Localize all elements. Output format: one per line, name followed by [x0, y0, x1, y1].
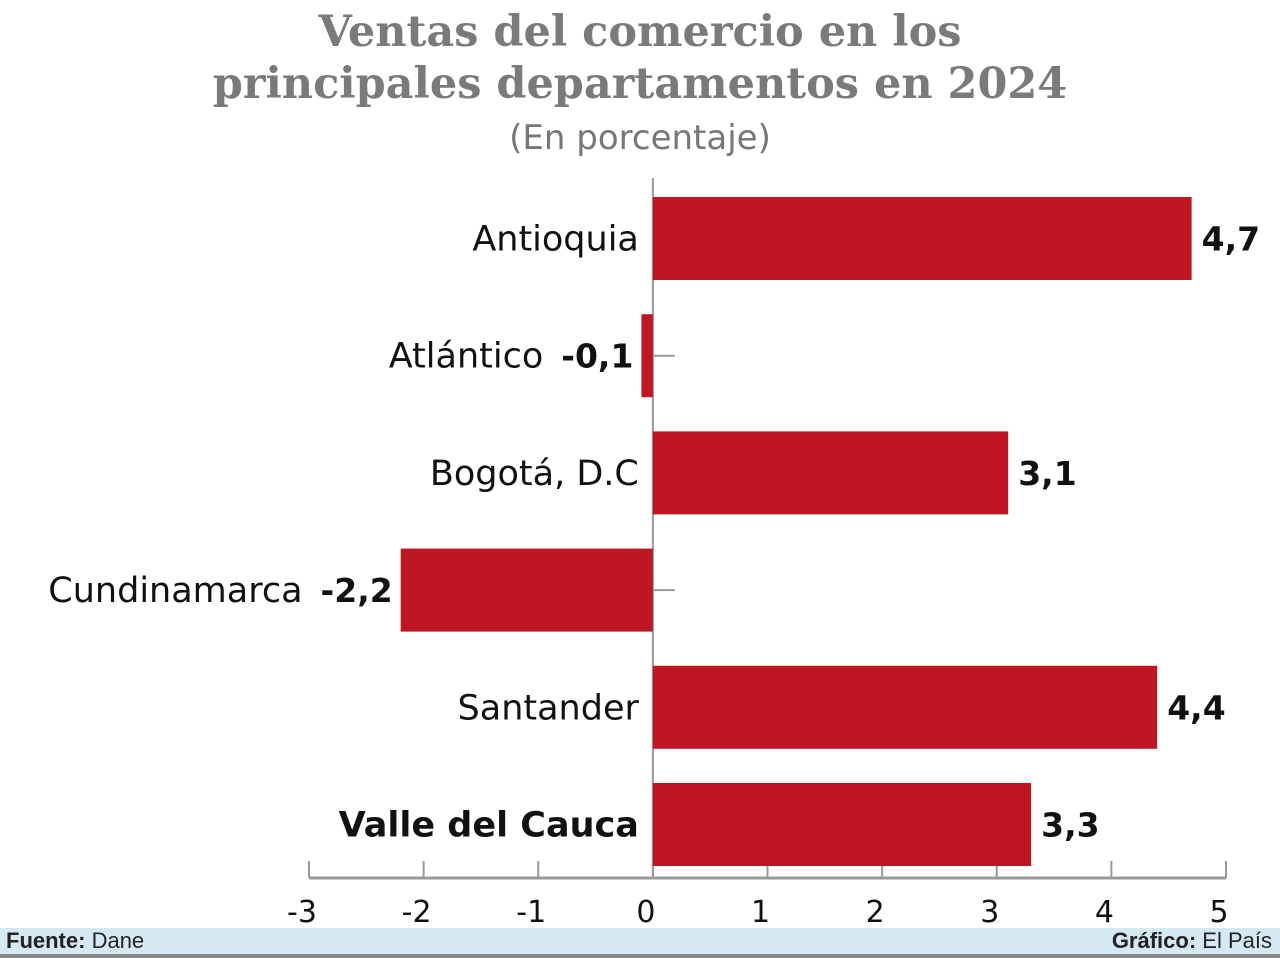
x-tick-label: -2 [402, 895, 432, 928]
data-label: -0,1 [561, 337, 633, 376]
category-label: Atlántico [389, 337, 544, 377]
data-label: 3,1 [1018, 454, 1076, 493]
bar-3 [400, 548, 653, 632]
x-tick-label: 0 [636, 895, 655, 928]
data-label: 3,3 [1041, 806, 1099, 845]
data-label: 4,4 [1167, 688, 1225, 727]
bar-5 [652, 783, 1032, 866]
x-tick-label: 4 [1095, 895, 1114, 928]
x-tick-label: 3 [980, 895, 999, 928]
x-tick-label: 5 [1209, 895, 1228, 928]
bar-chart: -3 -2 -1 0 1 2 3 4 5 Antioquia 4,7 -0,1 Atlántico Bog… [48, 178, 1260, 928]
x-tick-label: 1 [751, 895, 770, 928]
bar-4 [652, 665, 1158, 749]
credit: Gráfico: El País [1111, 928, 1272, 953]
category-label: Cundinamarca [48, 571, 302, 611]
category-label: Antioquia [472, 220, 639, 260]
x-tick-label: -1 [516, 895, 546, 928]
bar-2 [652, 431, 1009, 515]
x-tick-label: -3 [287, 895, 317, 928]
category-label: Bogotá, D.C [430, 454, 639, 494]
data-label: -2,2 [321, 571, 393, 610]
chart-title: Ventas del comercio en los principales d… [0, 6, 1280, 110]
data-label: 4,7 [1202, 220, 1260, 259]
category-label: Valle del Cauca [339, 806, 639, 846]
footer: Fuente: Dane Gráfico: El País [0, 928, 1280, 958]
x-tick-label: 2 [866, 895, 885, 928]
source: Fuente: Dane [6, 928, 145, 953]
title-line-2: principales departamentos en 2024 [212, 59, 1068, 109]
bar-0 [652, 197, 1192, 280]
chart-subtitle: (En porcentaje) [509, 118, 771, 158]
bar-1 [641, 314, 653, 398]
category-label: Santander [458, 688, 640, 728]
title-line-1: Ventas del comercio en los [318, 7, 962, 57]
